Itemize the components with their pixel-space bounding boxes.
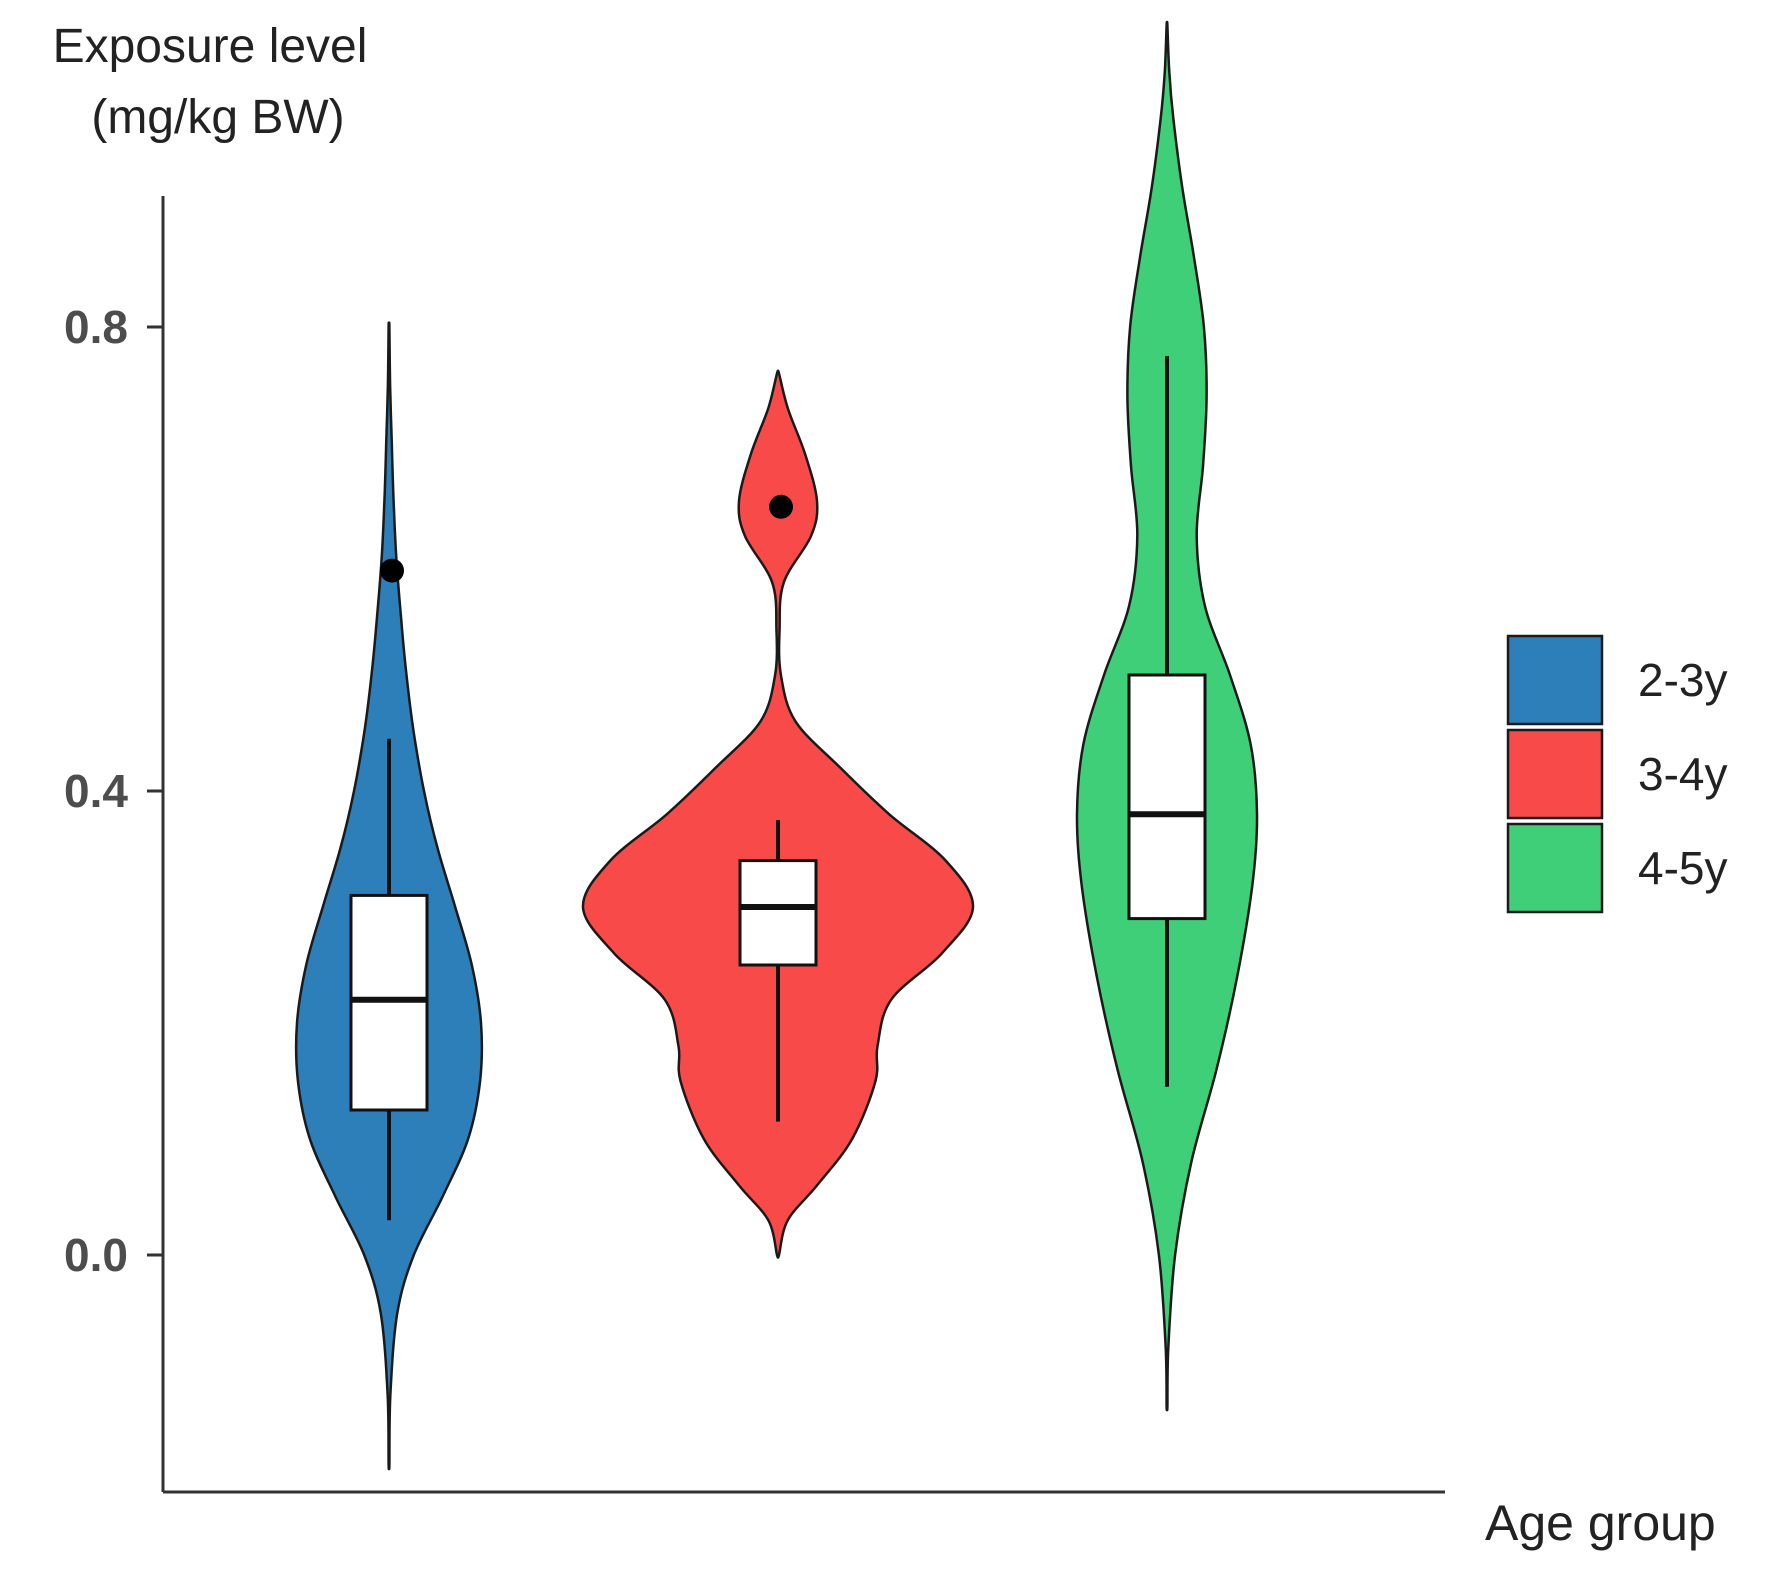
y-axis-ticks: 0.0 0.4 0.8 <box>64 301 163 1281</box>
y-axis-title-line-2: (mg/kg BW) <box>91 91 344 144</box>
y-axis-title-line-1: Exposure level <box>53 20 368 73</box>
y-tick-label: 0.0 <box>64 1229 128 1281</box>
legend-key-2-3y <box>1506 634 1604 726</box>
y-tick-label: 0.4 <box>64 765 128 817</box>
outlier-point-2-3y <box>380 558 404 583</box>
x-axis-title: Age group <box>1485 1495 1716 1551</box>
violin-group-2-3y <box>294 321 484 1471</box>
box-4-5y <box>1127 673 1207 921</box>
violin-group-4-5y <box>1075 20 1259 1412</box>
axes <box>161 196 1445 1494</box>
outlier-point-3-4y <box>769 494 793 519</box>
legend-label: 3-4y <box>1638 748 1727 800</box>
legend-label: 2-3y <box>1638 654 1727 706</box>
violin-group-3-4y <box>581 369 975 1259</box>
legend: 2-3y 3-4y 4-5y <box>1506 634 1727 914</box>
legend-label: 4-5y <box>1638 842 1727 894</box>
legend-key-3-4y <box>1506 728 1604 820</box>
y-axis-title: Exposure level (mg/kg BW) <box>53 20 368 144</box>
legend-key-4-5y <box>1506 822 1604 914</box>
violin-3-4y <box>581 369 975 1259</box>
y-tick-label: 0.8 <box>64 301 128 353</box>
plot-area <box>294 20 1259 1471</box>
box-3-4y <box>738 859 818 967</box>
